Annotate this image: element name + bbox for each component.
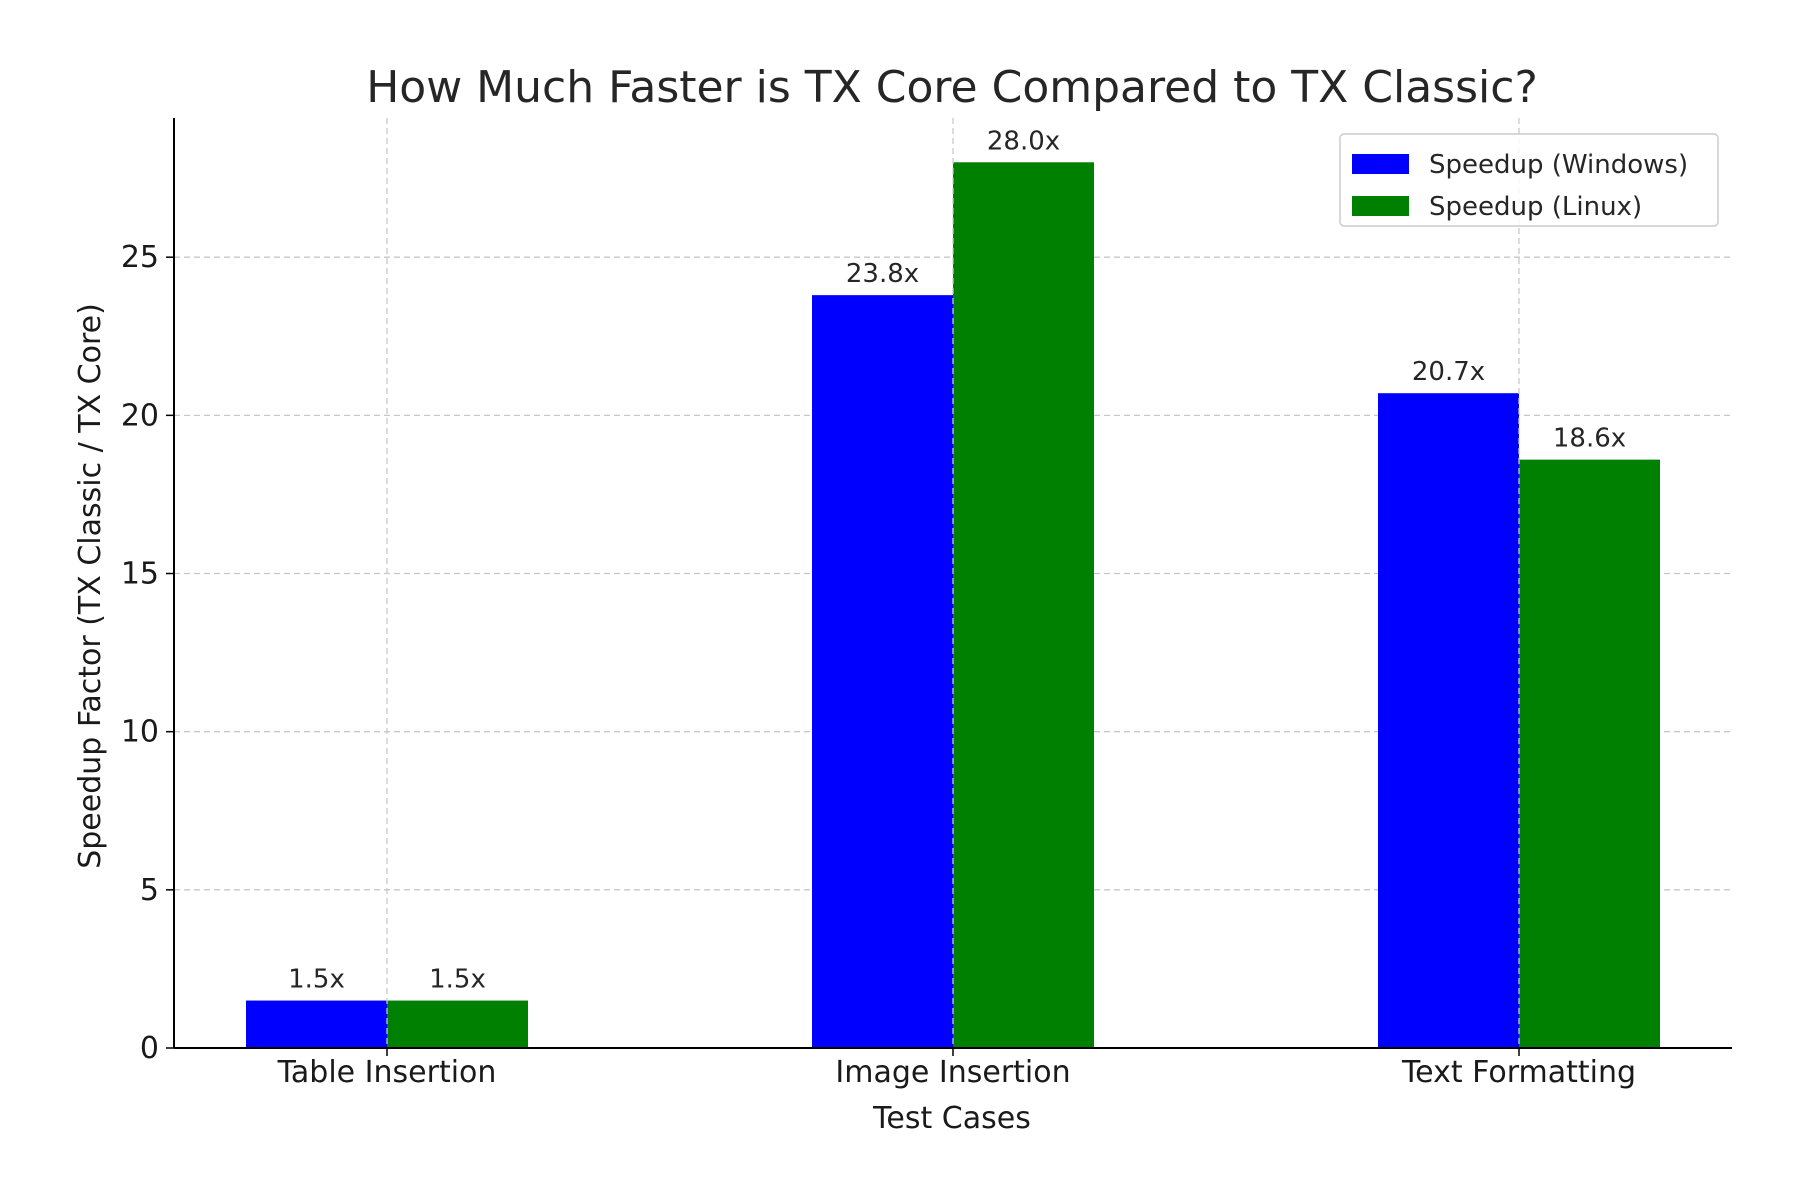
y-tick-label: 20 (121, 398, 159, 433)
x-axis-label: Test Cases (872, 1101, 1031, 1136)
legend-swatch (1352, 154, 1409, 174)
data-label: 20.7x (1412, 357, 1485, 387)
data-label: 28.0x (987, 126, 1060, 156)
data-label: 1.5x (288, 965, 345, 995)
bar-speedup-linux--1 (953, 162, 1094, 1049)
data-labels: 1.5x 23.8x 20.7x 1.5x 28.0x 18.6x (288, 126, 1626, 994)
legend: Speedup (Windows) Speedup (Linux) (1339, 133, 1719, 227)
x-tick-label: Image Insertion (835, 1055, 1070, 1090)
chart-title: How Much Faster is TX Core Compared to T… (366, 62, 1538, 113)
x-tick-label: Text Formatting (1401, 1055, 1636, 1090)
y-tick-label: 15 (121, 557, 159, 592)
y-tick-label: 5 (140, 873, 159, 908)
bar-speedup-linux--0 (387, 1000, 528, 1048)
bar-speedup-windows--1 (812, 295, 953, 1049)
axes: 0 5 10 15 20 25 Table Insertion Image Insertion… (121, 118, 1732, 1090)
bar-speedup-linux--2 (1519, 459, 1660, 1048)
y-tick-label: 0 (140, 1031, 159, 1066)
y-tick-label: 25 (121, 240, 159, 275)
data-label: 1.5x (429, 965, 486, 995)
legend-label: Speedup (Linux) (1429, 192, 1642, 222)
data-label: 18.6x (1553, 424, 1626, 454)
bar-speedup-windows--0 (246, 1000, 387, 1048)
legend-frame (1339, 133, 1719, 227)
x-tick-label: Table Insertion (277, 1055, 497, 1090)
data-label: 23.8x (846, 259, 919, 289)
y-tick-label: 10 (121, 715, 159, 750)
bar-speedup-windows--2 (1378, 393, 1519, 1048)
legend-label: Speedup (Windows) (1429, 150, 1688, 180)
vertical-grid (386, 118, 1520, 1048)
bars (246, 162, 1660, 1049)
legend-swatch (1352, 196, 1409, 216)
y-axis-label: Speedup Factor (TX Classic / TX Core) (73, 303, 108, 869)
